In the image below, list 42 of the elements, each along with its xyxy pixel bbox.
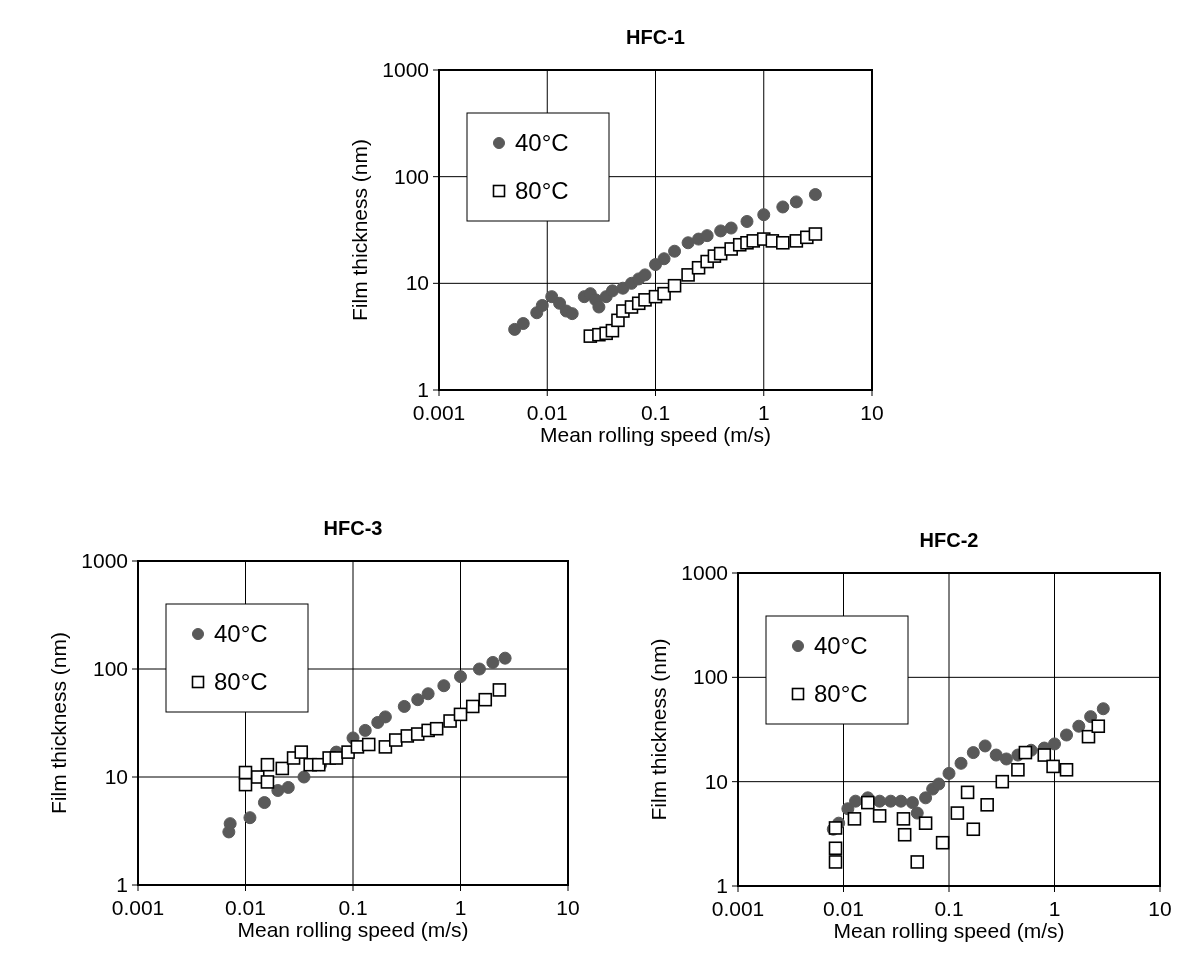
y-axis-title: Film thickness (nm) bbox=[47, 631, 70, 815]
legend-label: 40°C bbox=[214, 620, 268, 647]
x-tick-label: 0.001 bbox=[412, 401, 466, 424]
y-axis-title: Film thickness (nm) bbox=[348, 138, 371, 322]
x-tick-label: 0.1 bbox=[640, 401, 671, 424]
y-tick-label: 100 bbox=[393, 164, 429, 188]
x-tick-label: 1 bbox=[1048, 897, 1061, 920]
x-tick-label: 0.01 bbox=[526, 401, 568, 424]
x-tick-label: 1 bbox=[757, 401, 770, 424]
x-tick-label: 0.01 bbox=[823, 897, 864, 920]
x-tick-label: 10 bbox=[556, 896, 580, 919]
x-axis-title: Mean rolling speed (m/s) bbox=[237, 918, 469, 941]
x-tick-label: 0.001 bbox=[111, 896, 165, 919]
y-tick-label: 1000 bbox=[81, 549, 128, 572]
x-tick-label: 10 bbox=[1148, 897, 1172, 920]
x-axis-title: Mean rolling speed (m/s) bbox=[833, 919, 1065, 942]
x-tick-label: 10 bbox=[860, 401, 884, 424]
legend-label: 40°C bbox=[515, 129, 569, 156]
y-tick-label: 10 bbox=[104, 765, 128, 788]
x-tick-label: 0.1 bbox=[934, 897, 964, 920]
y-tick-label: 1000 bbox=[681, 561, 728, 584]
chart-title: HFC-2 bbox=[919, 529, 979, 551]
chart-title: HFC-1 bbox=[626, 26, 685, 48]
legend-label: 80°C bbox=[515, 177, 569, 204]
legend-label: 80°C bbox=[814, 680, 868, 707]
y-tick-label: 1 bbox=[116, 873, 128, 896]
legend-label: 80°C bbox=[214, 668, 268, 695]
y-tick-label: 100 bbox=[92, 657, 128, 680]
y-axis-title: Film thickness (nm) bbox=[647, 638, 670, 821]
x-tick-label: 0.001 bbox=[711, 897, 765, 920]
x-tick-label: 1 bbox=[454, 896, 467, 919]
x-tick-label: 0.01 bbox=[225, 896, 266, 919]
legend-label: 40°C bbox=[814, 632, 868, 659]
y-tick-label: 10 bbox=[704, 769, 728, 793]
y-tick-label: 1000 bbox=[382, 58, 429, 81]
x-tick-label: 0.1 bbox=[338, 896, 368, 919]
y-tick-label: 100 bbox=[692, 665, 728, 689]
y-tick-label: 10 bbox=[405, 271, 429, 295]
y-tick-label: 1 bbox=[716, 874, 728, 897]
x-axis-title: Mean rolling speed (m/s) bbox=[539, 423, 772, 446]
y-tick-label: 1 bbox=[417, 378, 429, 401]
chart-title: HFC-3 bbox=[323, 517, 383, 539]
